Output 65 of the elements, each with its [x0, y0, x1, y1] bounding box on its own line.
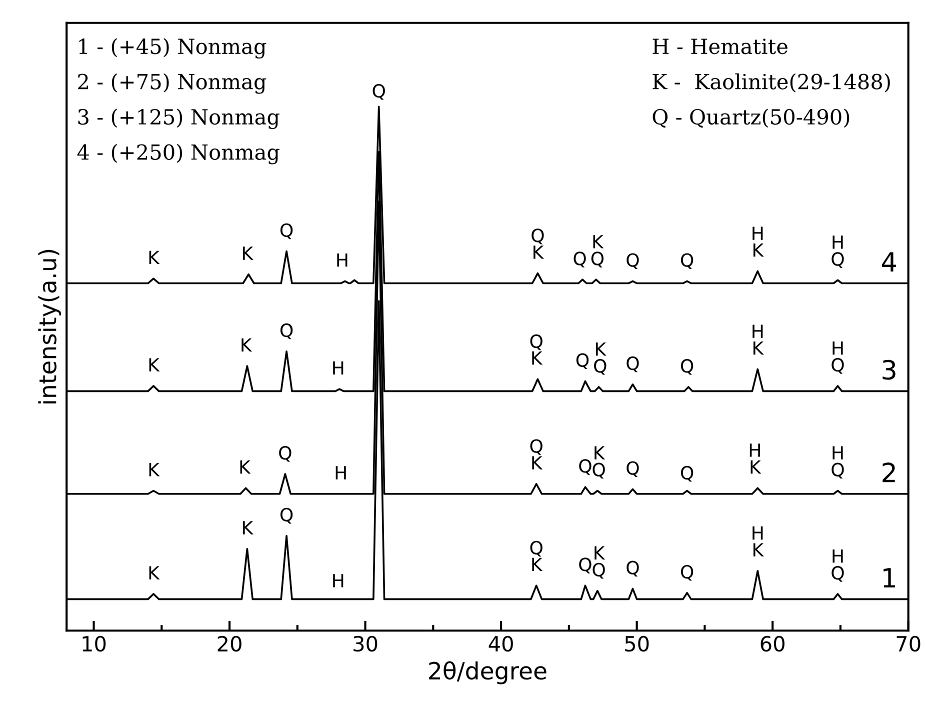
text: H - Hematite: [652, 38, 788, 54]
annotation: Q: [280, 323, 293, 340]
annotation: H Q: [832, 236, 844, 268]
annotation: 3 - (+125) Nonmag: [78, 108, 280, 130]
annotation: H K: [752, 324, 764, 355]
annotation: H K: [750, 444, 762, 474]
x-tick-label: 70: [896, 636, 920, 652]
series-label: 4: [882, 252, 896, 272]
annotation: Q K: [530, 334, 543, 365]
series-label: 1: [884, 568, 896, 588]
annotation: K: [242, 338, 252, 352]
annotation: Q: [579, 558, 592, 574]
x-tick-label: 50: [625, 636, 649, 652]
x-tick-label: 30: [354, 636, 378, 652]
annotation: Q K: [530, 540, 543, 572]
annotation: 4 - (+250) Nonmag: [77, 144, 280, 164]
annotation: Q: [680, 466, 694, 482]
annotation: H K: [752, 226, 764, 257]
annotation: H: [333, 361, 344, 375]
annotation: H Q: [832, 341, 844, 374]
annotation: K Q: [592, 446, 606, 479]
annotation: K Q: [594, 342, 606, 375]
annotation: H Q: [832, 549, 844, 582]
annotation: Q - Quartz(50-490): [652, 108, 850, 128]
annotation: K: [243, 521, 254, 534]
annotation: Q: [576, 353, 589, 370]
annotation: Q: [626, 356, 639, 372]
annotation: K: [149, 250, 160, 264]
x-tick-label: 60: [760, 636, 784, 652]
text: 1 - (+45) Nonmag: [79, 38, 266, 59]
annotation: H: [333, 574, 344, 588]
x-tick-label: 40: [488, 636, 513, 652]
annotation: K Q: [592, 546, 606, 579]
text: K - Kaolinite(29-1488): [652, 73, 890, 92]
annotation: Q K: [530, 439, 543, 470]
series-label: 3: [882, 360, 896, 380]
x-tick-label: 10: [82, 636, 106, 652]
y-axis-title: intensity(a.u): [38, 250, 62, 404]
annotation: Q: [626, 461, 639, 477]
annotation: K: [149, 463, 160, 476]
annotation: Q: [372, 84, 385, 100]
annotation: K: [240, 460, 251, 474]
annotation: Q: [680, 359, 694, 375]
annotation: Q: [626, 560, 639, 576]
annotation: Q: [279, 446, 292, 462]
annotation: Q: [680, 253, 694, 269]
annotation: H Q: [832, 446, 844, 479]
annotation: Q: [579, 459, 592, 475]
series-label: 2: [882, 462, 895, 482]
annotation: K Q: [591, 235, 604, 268]
annotation: K: [243, 246, 254, 260]
annotation: K: [149, 358, 160, 372]
annotation: Q: [626, 253, 639, 269]
annotation: Q: [574, 252, 586, 268]
annotation: Q: [280, 508, 293, 524]
annotation: H: [336, 466, 346, 480]
annotation: H K: [752, 526, 764, 556]
annotation: K: [149, 566, 160, 580]
annotation: Q: [680, 564, 694, 581]
x-axis-title: 2θ/degree: [429, 661, 546, 684]
text: 2 - (+75) Nonmag: [78, 73, 266, 94]
annotation: H: [337, 253, 348, 267]
annotation: Q: [280, 223, 293, 240]
x-tick-label: 20: [218, 636, 242, 652]
annotation: Q K: [532, 228, 544, 259]
